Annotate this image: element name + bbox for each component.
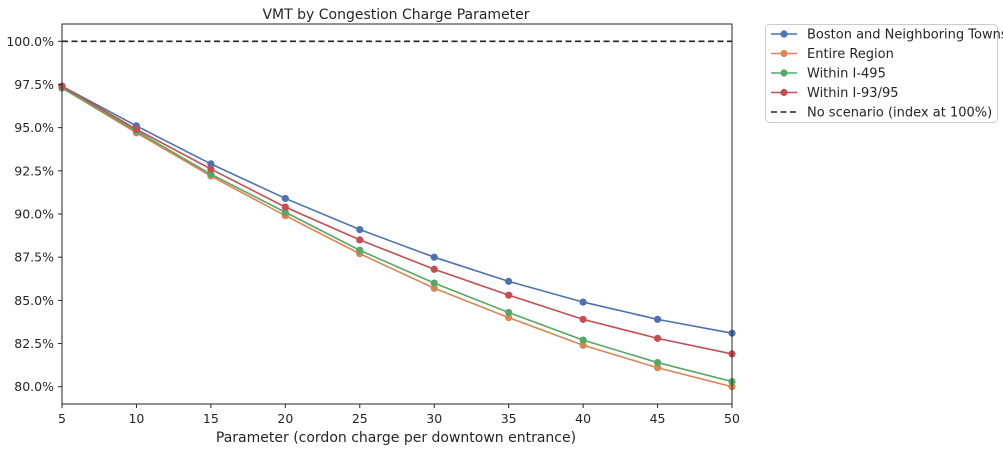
series-line-2 <box>61 87 733 383</box>
data-point-0-4 <box>356 225 364 234</box>
x-tick-label: 35 <box>501 411 517 426</box>
data-point-2-5 <box>430 279 438 287</box>
data-point-0-5 <box>430 253 438 261</box>
legend-box <box>765 24 998 123</box>
legend-label: Entire Region <box>807 47 894 62</box>
y-axis: 80.0% 82.5% 85.0% 87.5% 90.0% 92.5% 95.0% 97.5%… <box>6 34 62 394</box>
chart-title: VMT by Congestion Charge Parameter <box>262 7 529 23</box>
data-point-2-4 <box>356 246 364 254</box>
y-tick-label: 85.0% <box>14 293 54 308</box>
data-point-2-3 <box>281 208 289 216</box>
plot-area <box>58 40 736 391</box>
data-point-0-7 <box>579 298 587 306</box>
data-point-3-4 <box>356 236 364 244</box>
x-tick-label: 40 <box>575 411 591 426</box>
legend-marker <box>780 49 788 58</box>
series-line-1 <box>61 87 733 388</box>
plot-frame <box>61 23 733 405</box>
y-tick-label: 100.0% <box>6 34 54 49</box>
data-point-3-1 <box>132 125 141 133</box>
series-line-3 <box>61 85 733 355</box>
data-point-3-3 <box>281 203 289 211</box>
data-point-3-2 <box>207 165 215 173</box>
y-tick-label: 82.5% <box>14 336 54 351</box>
data-point-3-8 <box>653 334 662 342</box>
x-tick-label: 15 <box>203 411 219 426</box>
data-point-3-6 <box>505 291 513 299</box>
data-point-3-5 <box>430 265 438 273</box>
legend-label: Within I-495 <box>807 67 886 82</box>
series-line-0 <box>61 85 733 334</box>
legend: Boston and Neighboring Towns Entire Regio… <box>765 24 1003 123</box>
data-point-0-3 <box>281 194 289 203</box>
x-tick-label: 45 <box>650 411 666 426</box>
data-point-1-8 <box>653 364 662 372</box>
data-point-1-5 <box>430 284 438 292</box>
x-axis: 5 10 15 20 25 30 35 40 45 50 <box>58 404 740 426</box>
data-point-2-6 <box>505 308 513 317</box>
data-point-0-8 <box>653 315 662 323</box>
data-point-2-8 <box>653 358 662 367</box>
x-tick-label: 30 <box>426 411 442 426</box>
legend-marker <box>780 69 788 77</box>
y-tick-label: 90.0% <box>14 207 54 222</box>
x-tick-label: 10 <box>128 411 144 426</box>
y-tick-label: 87.5% <box>14 250 54 265</box>
y-tick-label: 95.0% <box>14 120 54 135</box>
data-point-0-6 <box>505 277 513 285</box>
x-tick-label: 50 <box>724 411 740 426</box>
legend-label: Within I-93/95 <box>807 86 899 101</box>
legend-label: No scenario (index at 100%) <box>807 106 992 121</box>
y-tick-label: 97.5% <box>14 77 54 92</box>
y-tick-label: 80.0% <box>14 379 54 394</box>
data-point-2-2 <box>207 170 215 178</box>
x-axis-title: Parameter (cordon charge per downtown en… <box>216 430 576 446</box>
x-tick-label: 25 <box>352 411 368 426</box>
legend-marker <box>780 30 788 38</box>
x-tick-label: 20 <box>277 411 293 426</box>
data-point-1-7 <box>579 341 587 349</box>
data-point-3-7 <box>579 315 587 323</box>
data-point-1-6 <box>505 314 513 322</box>
legend-label: Boston and Neighboring Towns <box>807 28 1003 43</box>
data-point-2-7 <box>579 336 587 344</box>
y-tick-label: 92.5% <box>14 163 54 178</box>
data-point-0-2 <box>207 160 215 168</box>
x-tick-label: 5 <box>58 411 66 426</box>
legend-marker <box>780 88 788 97</box>
